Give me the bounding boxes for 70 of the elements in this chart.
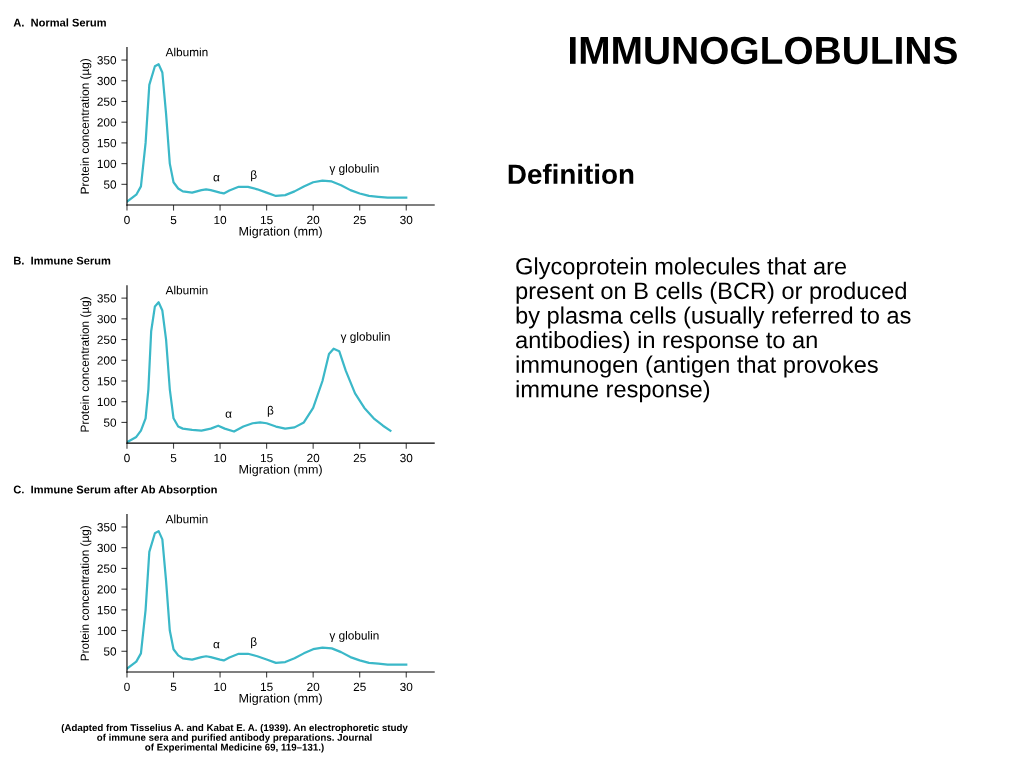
y-tick-label: 50 xyxy=(103,180,117,189)
x-tick-label: 10 xyxy=(214,453,227,463)
x-tick-label: 20 xyxy=(307,682,320,692)
line-series xyxy=(126,301,392,444)
y-tick-label: 150 xyxy=(97,377,117,386)
y-tick-label: 350 xyxy=(97,523,117,532)
x-tick-label: 5 xyxy=(170,682,177,692)
x-tick-label: 10 xyxy=(214,215,227,225)
annotation: β xyxy=(251,637,257,649)
text: Glycoprotein molecules that are present on B cells (BCR) or produced by plasma cells (usually referred to as antibodies) in response to an immunogen (antigen that provokes immune response) xyxy=(516,257,911,403)
text: Definition xyxy=(508,163,634,185)
x-tick-label: 25 xyxy=(353,453,366,463)
y-tick-label: 200 xyxy=(97,356,117,365)
y-tick-label: 100 xyxy=(97,397,117,407)
annotation: α xyxy=(225,411,232,418)
x-tick-label: 25 xyxy=(353,682,366,692)
x-tick-label: 0 xyxy=(124,682,130,692)
x-tick-label: 20 xyxy=(307,215,320,225)
x-tick-label: 0 xyxy=(124,215,130,225)
y-tick-label: 250 xyxy=(97,335,117,344)
y-tick-label: 300 xyxy=(97,76,117,86)
annotation: β xyxy=(267,405,274,417)
y-axis-title: Protein concentration (µg) xyxy=(80,525,92,661)
x-tick-label: 0 xyxy=(124,453,130,463)
y-tick-label: 100 xyxy=(97,626,117,635)
y-tick-label: 150 xyxy=(97,138,117,148)
annotation: α xyxy=(213,641,220,649)
y-tick-label: 200 xyxy=(97,118,117,127)
y-axis-title: Protein concentration (µg) xyxy=(80,297,92,432)
annotation: γ globulin xyxy=(329,630,379,642)
y-axis-title: Protein concentration (µg) xyxy=(80,59,92,194)
annotation: γ globulin xyxy=(329,164,379,176)
chart-title: A. Normal Serum xyxy=(13,18,106,27)
y-tick-label: 100 xyxy=(97,159,117,169)
annotation: α xyxy=(213,174,220,182)
y-tick-label: 50 xyxy=(103,647,117,656)
text: IMMUNOGLOBULINS xyxy=(569,36,957,65)
y-tick-label: 300 xyxy=(97,543,117,553)
chart-title: B. Immune Serum xyxy=(14,256,111,265)
x-tick-label: 30 xyxy=(400,215,413,225)
annotation: γ globulin xyxy=(340,332,390,344)
annotation: Albumin xyxy=(165,285,208,295)
x-axis-title: Migration (mm) xyxy=(239,464,322,477)
x-tick-label: 5 xyxy=(170,453,177,463)
annotation: Albumin xyxy=(165,514,208,524)
y-tick-label: 50 xyxy=(103,418,117,427)
y-tick-label: 150 xyxy=(97,605,117,615)
line-series xyxy=(126,530,408,670)
x-tick-label: 5 xyxy=(170,215,177,225)
x-axis-title: Migration (mm) xyxy=(239,693,322,706)
chart-title: C. Immune Serum after Ab Absorption xyxy=(13,485,217,496)
annotation: β xyxy=(251,170,257,182)
y-tick-label: 350 xyxy=(97,294,117,303)
y-tick-label: 200 xyxy=(97,585,117,594)
y-tick-label: 350 xyxy=(97,56,117,65)
x-tick-label: 25 xyxy=(353,215,366,225)
text: (Adapted from Tisselius A. and Kabat E. A. (1939). An electrophoretic study of immune sera and purified antibody preparations. Journal of Experimental Medicine 69, 119–131.) xyxy=(61,723,408,753)
y-tick-label: 250 xyxy=(97,97,117,106)
annotation: Albumin xyxy=(165,47,208,57)
y-tick-label: 300 xyxy=(97,314,117,324)
x-tick-label: 15 xyxy=(260,453,273,463)
x-tick-label: 20 xyxy=(307,453,320,463)
x-tick-label: 30 xyxy=(400,453,413,463)
line-series xyxy=(126,63,408,203)
x-tick-label: 30 xyxy=(400,682,413,692)
x-tick-label: 15 xyxy=(260,215,273,225)
y-tick-label: 250 xyxy=(97,564,117,573)
x-tick-label: 10 xyxy=(214,682,227,692)
x-axis-title: Migration (mm) xyxy=(239,226,322,239)
x-tick-label: 15 xyxy=(260,682,273,692)
